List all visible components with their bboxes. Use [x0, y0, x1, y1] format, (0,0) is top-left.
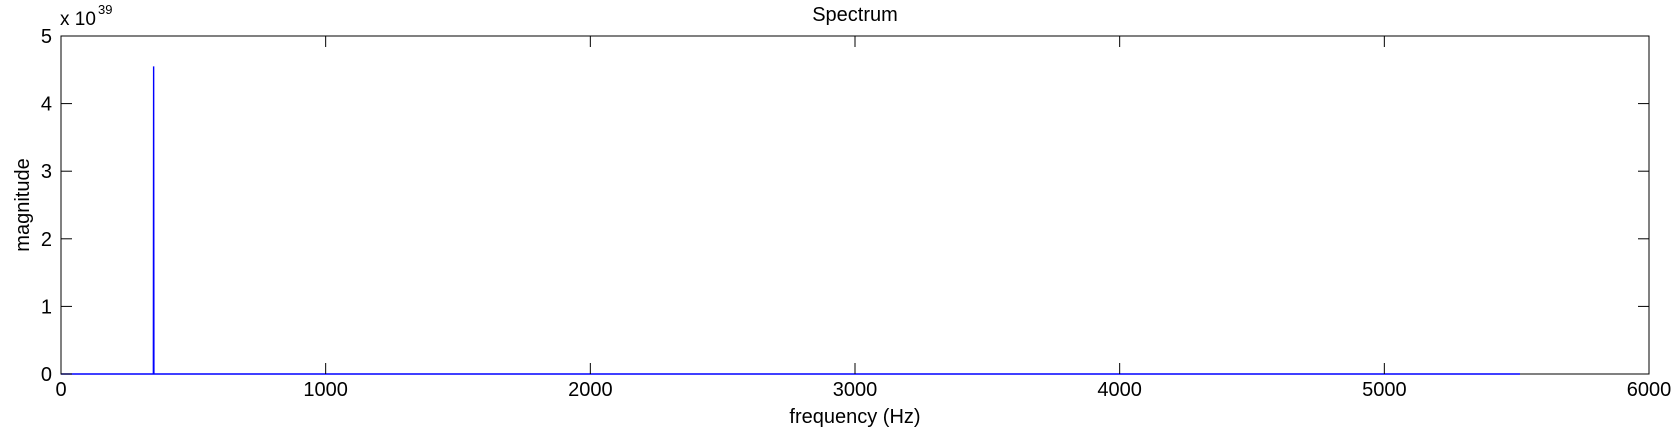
y-tick-label: 2: [41, 229, 52, 251]
y-tick-label: 3: [41, 161, 52, 183]
x-tick-label: 3000: [833, 379, 878, 401]
y-tick-label: 0: [41, 364, 52, 386]
x-tick-label: 0: [55, 379, 66, 401]
x-tick-label: 2000: [568, 379, 613, 401]
y-axis-ticks: 0 1 2 3 4 5: [41, 26, 1649, 386]
y-exponent-power: 39: [98, 2, 112, 17]
plot-area-frame: [60, 35, 1650, 375]
series-line-0: [61, 66, 1520, 375]
y-exponent-base: x 10: [60, 9, 96, 30]
x-axis-label: frequency (Hz): [789, 406, 920, 428]
x-tick-label: 1000: [303, 379, 348, 401]
chart-title: Spectrum: [812, 4, 898, 26]
x-axis-ticks: 0 1000 2000 3000 4000 5000 6000: [55, 36, 1671, 401]
y-tick-label: 5: [41, 26, 52, 48]
series-layer: [61, 66, 1520, 375]
x-tick-label: 6000: [1627, 379, 1672, 401]
x-tick-label: 4000: [1097, 379, 1142, 401]
y-tick-label: 1: [41, 296, 52, 318]
y-tick-label: 4: [41, 94, 52, 116]
y-axis-label: magnitude: [12, 158, 34, 251]
x-tick-label: 5000: [1362, 379, 1407, 401]
